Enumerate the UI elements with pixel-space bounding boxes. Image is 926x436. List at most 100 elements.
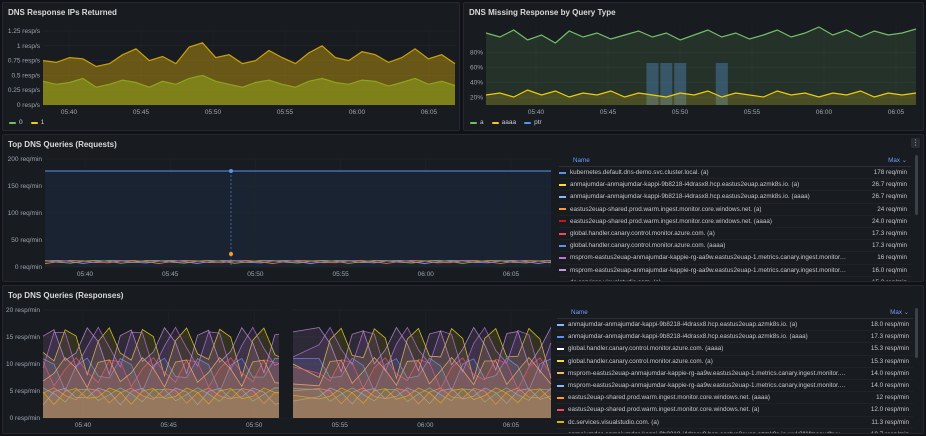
x-tick-label: 05:45 xyxy=(133,109,150,116)
x-tick-label: 05:45 xyxy=(162,271,179,278)
legend-row[interactable]: anmajumdar-anmajumdar-kappi-9b8218-i4dra… xyxy=(557,319,913,332)
scrollbar[interactable] xyxy=(915,308,918,358)
legend-max-value: 14.0 resp/min xyxy=(870,382,909,390)
legend-row[interactable]: msprom-eastus2euap-anmajumdar-kappie-rg-… xyxy=(559,252,911,265)
x-tick-label: 06:00 xyxy=(816,109,833,116)
legend-item[interactable]: a xyxy=(470,119,484,126)
legend-row[interactable]: msprom-eastus2euap-anmajumdar-kappie-rg-… xyxy=(557,368,913,380)
legend-label: anmajumdar-anmajumdar-kappi-9b8218-i4dra… xyxy=(570,181,800,189)
legend-swatch xyxy=(9,121,16,124)
legend-row[interactable]: dc.services.visualstudio.com. (a) 15.3 re… xyxy=(559,277,911,282)
legend-row[interactable]: anmajumdar-anmajumdar-kappi-9b8218-i4dra… xyxy=(559,191,911,204)
panel-dns-response-ips[interactable]: DNS Response IPs Returned 1.25 resp/s 1 r… xyxy=(2,2,460,131)
x-tick-label: 05:55 xyxy=(277,109,294,116)
legend-swatch xyxy=(557,372,564,375)
legend-name: anmajumdar-anmajumdar-kappi-9b8218-i4dra… xyxy=(557,321,849,328)
legend-row[interactable]: dc.services.visualstudio.com. (a) 11.3 re… xyxy=(557,417,913,429)
legend-swatch xyxy=(559,256,566,259)
name-column-header[interactable]: Name xyxy=(573,157,590,164)
legend-name: eastus2euap-shared.prod.warm.ingest.moni… xyxy=(559,206,847,213)
scrollbar[interactable] xyxy=(915,155,918,215)
series-line xyxy=(42,326,552,374)
legend-max-value: 15.3 resp/min xyxy=(870,345,909,353)
legend-max-value: 15.3 req/min xyxy=(847,279,911,281)
legend-row[interactable]: global.handler.canary.control.monitor.az… xyxy=(557,356,913,368)
series-area xyxy=(43,387,551,418)
max-column-header[interactable]: Max ⌄ xyxy=(888,157,907,164)
legend-swatch xyxy=(559,244,566,247)
legend-name: anmajumdar-anmajumdar-kappi-9b8218-i4dra… xyxy=(559,181,847,188)
y-tick-label: 50 req/min xyxy=(11,237,42,244)
legend-swatch xyxy=(557,360,564,363)
legend-row[interactable]: global.handler.canary.control.monitor.az… xyxy=(557,343,913,356)
series-line xyxy=(44,259,552,264)
legend-max-value: 26.7 req/min xyxy=(871,193,907,201)
series-line xyxy=(42,326,552,376)
chart-dns-missing-response: 80% 60% 40% 20% 05:40 05:45 05:50 05:55 06:00 06:… xyxy=(470,25,917,116)
panel-top-dns-responses[interactable]: Top DNS Queries (Responses) 20 resp/min 1… xyxy=(2,285,924,434)
legend-item[interactable]: ptr xyxy=(524,119,542,126)
legend-row[interactable]: kubernetes.default.dns-demo.svc.cluster.… xyxy=(559,167,911,180)
series-aaaa-line xyxy=(485,89,917,98)
legend-row[interactable]: anmajumdar-anmajumdar-kappi-9b8218-i4dra… xyxy=(559,179,911,192)
legend-swatch xyxy=(557,421,564,424)
max-column-header[interactable]: Max ⌄ xyxy=(890,309,909,316)
legend-label: a xyxy=(480,119,484,126)
legend-name: global.handler.canary.control.monitor.az… xyxy=(557,345,849,352)
series-line xyxy=(42,387,552,403)
legend-swatch xyxy=(559,220,566,223)
legend-name: eastus2euap-shared.prod.warm.ingest.moni… xyxy=(557,406,849,413)
name-column-header[interactable]: Name xyxy=(571,309,588,316)
legend-row[interactable]: eastus2euap-shared.prod.warm.ingest.moni… xyxy=(559,204,911,216)
series-line xyxy=(42,357,552,393)
x-tick-label: 05:45 xyxy=(160,422,177,429)
x-tick-label: 06:00 xyxy=(417,422,434,429)
legend-row[interactable]: eastus2euap-shared.prod.warm.ingest.moni… xyxy=(557,392,913,405)
legend-name: anmajumdar-anmajumdar-kappi-9b8218-i4dra… xyxy=(557,333,849,340)
legend-row[interactable]: global.handler.canary.control.monitor.az… xyxy=(559,228,911,241)
legend-item[interactable]: aaaa xyxy=(491,119,516,126)
legend-label: kubernetes.default.dns-demo.svc.cluster.… xyxy=(570,169,709,177)
legend-max-value: 17.3 req/min xyxy=(871,242,907,250)
legend-row[interactable]: eastus2euap-shared.prod.warm.ingest.moni… xyxy=(559,216,911,228)
legend-label: anmajumdar-anmajumdar-kappi-9b8218-i4dra… xyxy=(570,193,810,201)
panel-dns-missing-response[interactable]: DNS Missing Response by Query Type 80% 60… xyxy=(463,2,924,131)
legend-label: eastus2euap-shared.prod.warm.ingest.moni… xyxy=(570,217,772,225)
panel-top-dns-requests[interactable]: Top DNS Queries (Requests) ⋮ 200 req/min… xyxy=(2,134,924,282)
legend-row[interactable]: msprom-eastus2euap-anmajumdar-kappie-rg-… xyxy=(559,265,911,277)
legend-table: Name Max ⌄ anmajumdar-anmajumdar-kappi-9b8… xyxy=(557,307,913,434)
legend-name: msprom-eastus2euap-anmajumdar-kappie-rg-… xyxy=(557,382,849,389)
legend-max-value: 14.0 resp/min xyxy=(870,369,909,377)
series-aaaa-area xyxy=(486,90,916,105)
legend-label: dc.services.visualstudio.com. (a) xyxy=(568,418,659,426)
legend-label: msprom-eastus2euap-anmajumdar-kappie-rg-… xyxy=(570,254,847,262)
legend-swatch xyxy=(557,433,564,434)
legend-max-value: 24.0 req/min xyxy=(871,217,907,225)
legend-swatch xyxy=(557,347,564,350)
table-header: Name Max ⌄ xyxy=(557,307,913,319)
legend-max-value: 17.3 req/min xyxy=(871,230,907,238)
y-tick-label: 60% xyxy=(470,65,483,72)
legend-max-value: 11.3 resp/min xyxy=(871,418,909,426)
legend-label: global.handler.canary.control.monitor.az… xyxy=(570,242,726,250)
legend-row[interactable]: anmajumdar-anmajumdar-kappi-9b8218-i4dra… xyxy=(557,429,913,434)
legend-item[interactable]: 0 xyxy=(9,119,23,126)
x-tick-label: 05:50 xyxy=(247,271,264,278)
legend-item[interactable]: 1 xyxy=(30,119,44,126)
series-line xyxy=(42,356,552,389)
legend-row[interactable]: msprom-eastus2euap-anmajumdar-kappie-rg-… xyxy=(557,380,913,393)
legend-swatch xyxy=(559,208,566,211)
x-tick-label: 05:40 xyxy=(77,271,94,278)
y-tick-label: 40% xyxy=(470,80,483,87)
legend-name: global.handler.canary.control.monitor.az… xyxy=(559,230,847,237)
legend-label: msprom-eastus2euap-anmajumdar-kappie-rg-… xyxy=(570,266,847,274)
legend-row[interactable]: global.handler.canary.control.monitor.az… xyxy=(559,240,911,253)
legend-row[interactable]: eastus2euap-shared.prod.warm.ingest.moni… xyxy=(557,404,913,417)
legend-swatch xyxy=(559,281,566,282)
panel-menu-icon[interactable]: ⋮ xyxy=(911,138,920,148)
y-tick-label: 1 resp/s xyxy=(17,43,41,50)
legend-name: anmajumdar-anmajumdar-kappi-9b8218-i4dra… xyxy=(557,431,849,434)
x-tick-label: 05:55 xyxy=(332,271,349,278)
legend-row[interactable]: anmajumdar-anmajumdar-kappi-9b8218-i4dra… xyxy=(557,331,913,344)
legend-max-value: 26.7 req/min xyxy=(871,181,907,189)
